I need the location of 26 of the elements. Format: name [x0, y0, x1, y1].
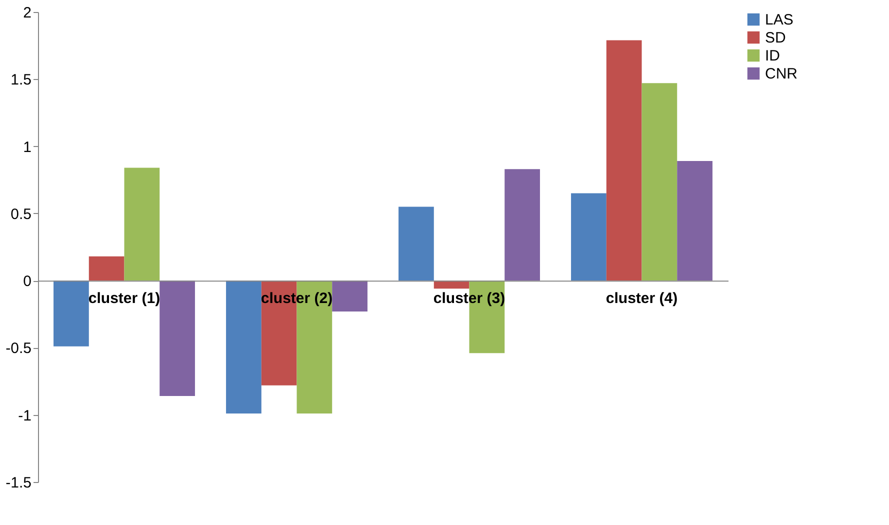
bar: [54, 280, 89, 346]
bar: [606, 40, 642, 281]
y-tick-label: 1.5: [10, 72, 32, 89]
y-tick-label: 1: [23, 138, 32, 156]
legend-label: CNR: [765, 66, 798, 82]
legend-label: ID: [765, 48, 780, 64]
bar: [124, 168, 160, 281]
y-tick-label: -1: [18, 407, 32, 424]
bar: [642, 83, 678, 281]
x-tick-label: cluster (1): [88, 290, 160, 308]
y-tick-label: -1.5: [6, 474, 32, 492]
bar: [160, 280, 195, 396]
bar: [226, 280, 262, 414]
bar: [677, 161, 712, 281]
bar: [571, 193, 606, 281]
y-tick-label: 2: [23, 4, 32, 22]
y-tick-label: 0.5: [10, 206, 32, 223]
y-tick-label: 0: [23, 273, 32, 290]
bar: [88, 256, 124, 281]
legend-label: LAS: [765, 12, 794, 28]
y-tick-label: -0.5: [6, 340, 32, 358]
x-tick-label: cluster (4): [606, 290, 678, 308]
bar: [504, 169, 540, 281]
legend-label: SD: [765, 30, 786, 46]
bar: [332, 280, 368, 312]
bar: [398, 206, 434, 281]
